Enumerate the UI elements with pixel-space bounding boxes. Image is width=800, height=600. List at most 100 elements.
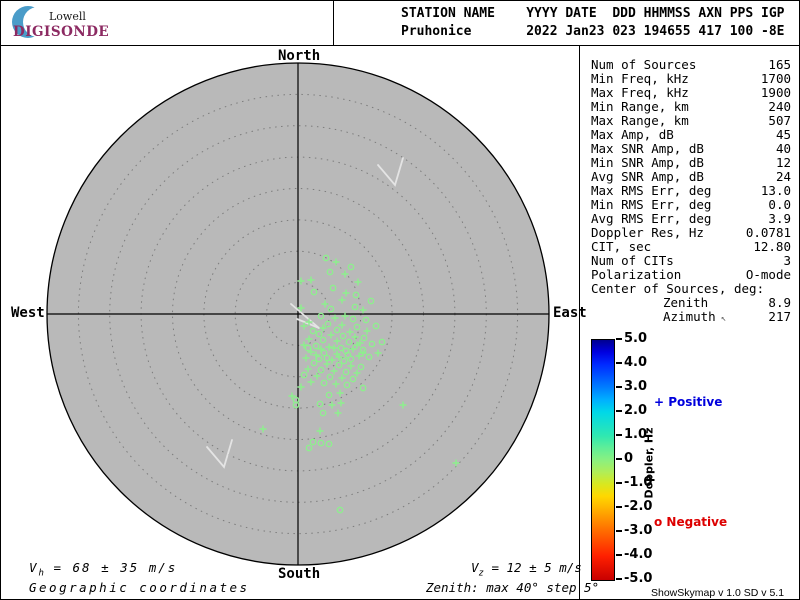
colorbar-tick-label: 3.0 <box>624 378 648 394</box>
positive-doppler-marker <box>341 312 349 320</box>
negative-legend: o Negative <box>654 515 728 529</box>
positive-doppler-marker <box>338 374 346 382</box>
panel-divider <box>579 45 580 599</box>
negative-doppler-marker <box>320 349 328 357</box>
colorbar-tick-mark <box>616 458 622 460</box>
param-row: CIT, sec 12.80 <box>591 239 791 254</box>
negative-doppler-marker <box>322 254 330 262</box>
param-row: Min RMS Err, deg 0.0 <box>591 197 791 212</box>
header-station-values: Pruhonice 2022 Jan23 023 194655 417 100 … <box>401 24 785 39</box>
positive-doppler-marker <box>351 333 359 341</box>
azimuth-arrow-icon: ↖ <box>720 314 727 324</box>
negative-doppler-marker <box>368 340 376 348</box>
positive-doppler-marker <box>336 389 344 397</box>
param-row: Polarization O-mode <box>591 267 791 282</box>
positive-doppler-marker <box>300 341 308 349</box>
negative-doppler-marker <box>309 438 317 446</box>
param-row: Num of Sources 165 <box>591 57 791 72</box>
positive-doppler-marker <box>323 360 331 368</box>
horizontal-velocity: Vh = 68 ± 35 m/s <box>29 560 178 579</box>
positive-doppler-marker <box>321 300 329 308</box>
east-label: East <box>553 305 587 321</box>
positive-doppler-marker <box>359 349 367 357</box>
negative-doppler-marker <box>292 401 300 409</box>
negative-doppler-marker <box>340 357 348 365</box>
negative-doppler-marker <box>300 371 308 379</box>
positive-doppler-marker <box>374 349 382 357</box>
colorbar-tick-mark <box>616 506 622 508</box>
zenith-grid-info: Zenith: max 40° step 5° <box>426 580 600 595</box>
north-label: North <box>278 48 321 64</box>
software-version: ShowSkymap v 1.0 SD v 5.1 <box>651 587 785 599</box>
positive-doppler-marker <box>349 345 357 353</box>
positive-doppler-marker <box>332 258 340 266</box>
negative-doppler-marker <box>319 409 327 417</box>
negative-doppler-marker <box>336 506 344 514</box>
param-row: Doppler Res, Hz 0.0781 <box>591 225 791 240</box>
negative-doppler-marker <box>320 379 328 387</box>
colorbar-tick-mark <box>616 530 622 532</box>
param-row: Num of CITs 3 <box>591 253 791 268</box>
negative-doppler-marker <box>309 327 317 335</box>
negative-doppler-marker <box>325 391 333 399</box>
colorbar-tick-mark <box>616 434 622 436</box>
negative-doppler-marker <box>347 355 355 363</box>
positive-doppler-marker <box>317 345 325 353</box>
negative-doppler-marker <box>353 323 361 331</box>
negative-doppler-marker <box>305 444 313 452</box>
negative-doppler-marker <box>335 361 343 369</box>
negative-doppler-marker <box>312 342 320 350</box>
lowell-digisonde-logo: Lowell DIGISONDE <box>7 3 127 45</box>
colorbar-tick-mark <box>616 554 622 556</box>
negative-doppler-marker <box>362 316 370 324</box>
colorbar-tick-mark <box>616 362 622 364</box>
positive-doppler-marker <box>333 337 341 345</box>
param-row: Center of Sources, deg: <box>591 281 765 296</box>
positive-doppler-marker <box>307 276 315 284</box>
negative-doppler-marker <box>329 284 337 292</box>
negative-doppler-marker <box>310 359 318 367</box>
colorbar-tick-label: 5.0 <box>624 330 648 346</box>
positive-doppler-marker <box>307 348 315 356</box>
positive-doppler-marker <box>353 369 361 377</box>
colorbar-tick-label: -2.0 <box>624 498 653 514</box>
positive-doppler-marker <box>297 304 305 312</box>
positive-doppler-marker <box>297 383 305 391</box>
positive-legend: + Positive <box>654 395 723 409</box>
logo-divider <box>333 1 334 45</box>
negative-doppler-marker <box>310 288 318 296</box>
positive-doppler-marker <box>341 270 349 278</box>
param-row: Max Range, km 507 <box>591 113 791 128</box>
positive-doppler-marker <box>337 399 345 407</box>
negative-doppler-marker <box>359 384 367 392</box>
colorbar-tick-label: -5.0 <box>624 570 653 586</box>
positive-doppler-marker <box>342 289 350 297</box>
positive-doppler-marker <box>338 321 346 329</box>
colorbar-tick-label: 4.0 <box>624 354 648 370</box>
positive-doppler-marker <box>300 322 308 330</box>
negative-doppler-marker <box>304 344 312 352</box>
positive-doppler-marker <box>355 352 363 360</box>
colorbar-tick-mark <box>616 482 622 484</box>
colorbar-tick-label: 2.0 <box>624 402 648 418</box>
negative-doppler-marker <box>342 347 350 355</box>
positive-doppler-marker <box>346 328 354 336</box>
positive-doppler-marker <box>330 367 338 375</box>
positive-doppler-marker <box>334 409 342 417</box>
param-row: Min Freq, kHz 1700 <box>591 71 791 86</box>
west-label: West <box>11 305 45 321</box>
source-markers <box>259 254 460 514</box>
colorbar-tick-mark <box>616 410 622 412</box>
positive-doppler-marker <box>316 427 324 435</box>
negative-doppler-marker <box>326 373 334 381</box>
colorbar-tick-label: -4.0 <box>624 546 653 562</box>
negative-doppler-marker <box>343 381 351 389</box>
positive-doppler-marker <box>305 335 313 343</box>
positive-doppler-marker <box>354 278 362 286</box>
negative-doppler-marker <box>317 366 325 374</box>
rotation-chevron-northeast <box>377 157 404 187</box>
colorbar-tick-label: -3.0 <box>624 522 653 538</box>
south-label: South <box>278 566 321 582</box>
positive-doppler-marker <box>288 392 296 400</box>
